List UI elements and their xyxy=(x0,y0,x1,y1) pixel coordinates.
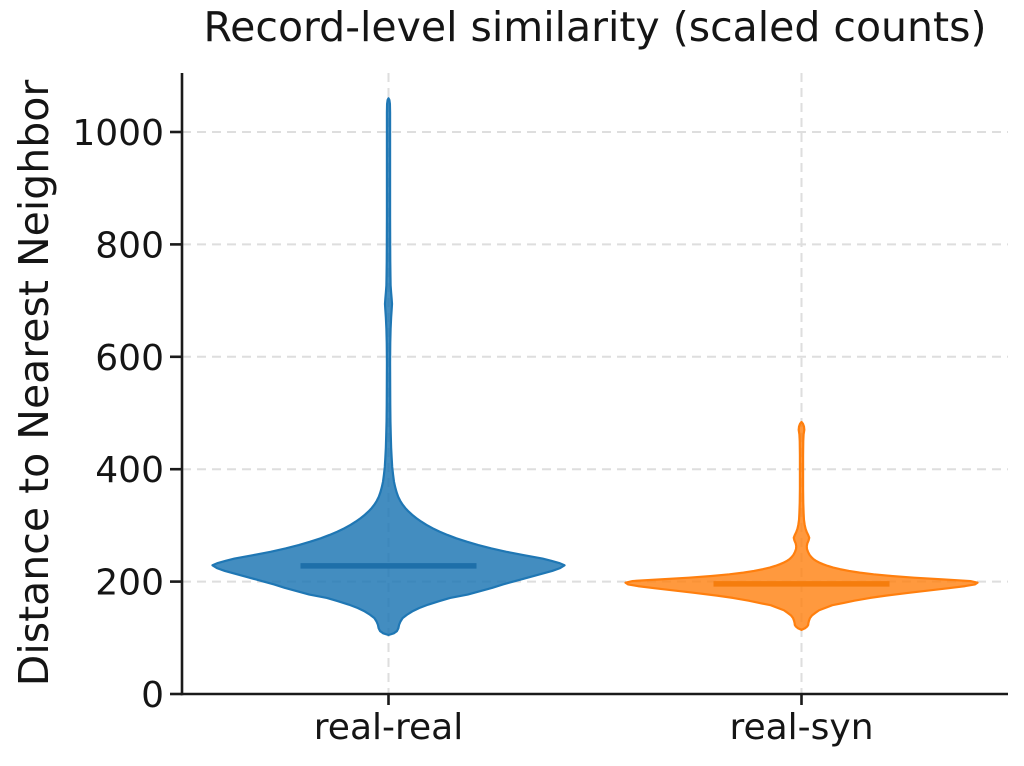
y-axis-label: Distance to Nearest Neighbor xyxy=(10,79,58,687)
y-tick-label-0: 0 xyxy=(141,675,164,716)
x-tick-label-real-real: real-real xyxy=(314,707,463,748)
chart-title: Record-level similarity (scaled counts) xyxy=(203,3,987,51)
y-tick-label-1000: 1000 xyxy=(72,113,164,154)
y-tick-label-200: 200 xyxy=(95,563,164,604)
y-tick-label-600: 600 xyxy=(95,338,164,379)
violin-body-real-syn xyxy=(624,420,979,632)
x-tick-label-real-syn: real-syn xyxy=(729,707,873,748)
y-tick-label-400: 400 xyxy=(95,450,164,491)
violin-body-real-real xyxy=(211,97,566,637)
y-tick-label-800: 800 xyxy=(95,225,164,266)
